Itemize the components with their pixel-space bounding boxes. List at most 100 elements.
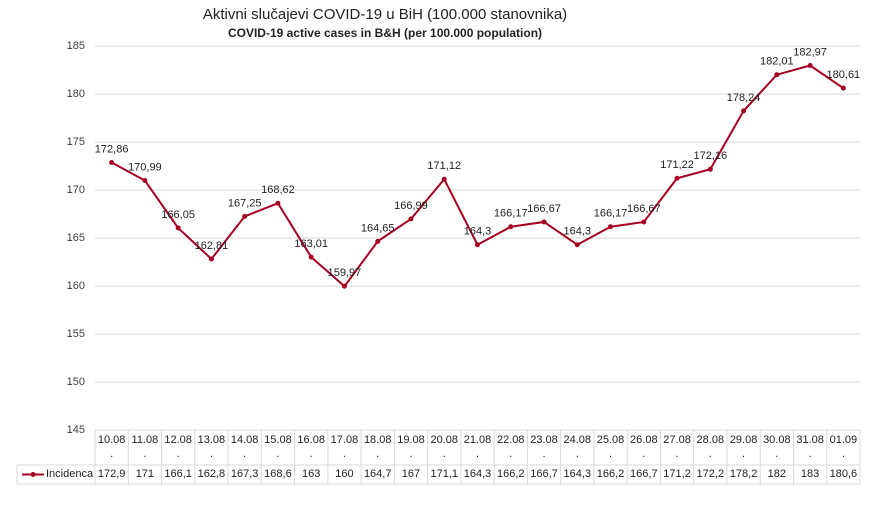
y-tick-label: 155 bbox=[67, 328, 85, 340]
table-value: 167 bbox=[401, 468, 421, 480]
data-label: 182,97 bbox=[793, 46, 827, 58]
table-value: 178,2 bbox=[729, 468, 758, 480]
point bbox=[441, 176, 447, 182]
data-label: 172,86 bbox=[95, 143, 129, 155]
point bbox=[375, 238, 381, 244]
data-label: 164,3 bbox=[564, 226, 592, 238]
y-tick-label: 170 bbox=[67, 184, 85, 196]
point bbox=[275, 200, 281, 206]
table-value: 180,6 bbox=[829, 468, 858, 480]
table-value: 162,8 bbox=[197, 468, 226, 480]
x-tick-label: 21.08 . bbox=[463, 434, 492, 460]
y-tick-label: 160 bbox=[67, 280, 85, 292]
y-tick-label: 150 bbox=[67, 376, 85, 388]
x-tick-label: 24.08 . bbox=[563, 434, 592, 460]
data-label: 166,67 bbox=[627, 203, 661, 215]
table-value: 164,7 bbox=[363, 468, 392, 480]
table-value: 171 bbox=[135, 468, 155, 480]
table-value: 160 bbox=[335, 468, 354, 480]
y-tick-label: 165 bbox=[67, 232, 85, 244]
data-label: 163,01 bbox=[294, 238, 328, 250]
x-tick-label: 19.08 . bbox=[397, 434, 425, 460]
data-label: 166,05 bbox=[161, 209, 195, 221]
legend-marker bbox=[30, 472, 36, 477]
table-value: 164,3 bbox=[463, 468, 492, 480]
legend-label: Incidenca bbox=[46, 468, 94, 480]
data-label: 159,97 bbox=[328, 267, 362, 279]
x-tick-label: 30.08 . bbox=[763, 434, 791, 460]
x-tick-label: 11.08 . bbox=[131, 434, 159, 460]
point bbox=[175, 225, 181, 231]
point bbox=[541, 219, 547, 225]
table-value: 164,3 bbox=[563, 468, 592, 480]
data-label: 168,62 bbox=[261, 184, 295, 196]
y-tick-label: 185 bbox=[67, 40, 85, 52]
data-label: 167,25 bbox=[228, 197, 262, 209]
x-tick-label: 27.08 . bbox=[663, 434, 691, 460]
x-tick-label: 20.08 . bbox=[430, 434, 458, 460]
table-value: 172,9 bbox=[97, 468, 126, 480]
data-label: 170,99 bbox=[128, 161, 162, 173]
point bbox=[475, 242, 480, 248]
x-tick-label: 13.08 . bbox=[197, 434, 226, 460]
data-label: 171,22 bbox=[660, 159, 694, 171]
table-value: 171,2 bbox=[663, 468, 691, 480]
data-label: 172,16 bbox=[693, 150, 727, 162]
point bbox=[408, 216, 414, 222]
point bbox=[641, 219, 647, 225]
point bbox=[508, 224, 514, 230]
table-value: 166,2 bbox=[596, 468, 625, 480]
x-tick-label: 28.08 . bbox=[696, 434, 725, 460]
table-value: 168,6 bbox=[264, 468, 292, 480]
y-tick-label: 145 bbox=[67, 424, 85, 436]
table-value: 172,2 bbox=[696, 468, 725, 480]
table-value: 166,2 bbox=[496, 468, 525, 480]
table-value: 163 bbox=[302, 468, 321, 480]
point bbox=[308, 254, 314, 260]
chart-title: Aktivni slučajevi COVID-19 u BiH (100.00… bbox=[203, 6, 567, 23]
data-label: 178,24 bbox=[727, 92, 761, 104]
x-tick-label: 12.08 . bbox=[164, 434, 192, 460]
point bbox=[774, 72, 780, 78]
x-tick-label: 14.08 . bbox=[230, 434, 259, 460]
point bbox=[208, 256, 214, 262]
point bbox=[674, 175, 680, 181]
x-tick-label: 26.08 . bbox=[630, 434, 658, 460]
x-tick-label: 22.08 . bbox=[496, 434, 525, 460]
chart-subtitle: COVID-19 active cases in B&H (per 100.00… bbox=[228, 26, 542, 40]
x-tick-label: 10.08 . bbox=[97, 434, 126, 460]
x-tick-label: 31.08 . bbox=[796, 434, 824, 460]
point bbox=[341, 283, 347, 289]
point bbox=[109, 160, 115, 166]
x-tick-label: 25.08 . bbox=[596, 434, 625, 460]
point bbox=[807, 62, 813, 68]
data-label: 182,01 bbox=[760, 56, 794, 68]
data-label: 166,17 bbox=[594, 208, 628, 220]
data-label: 166,67 bbox=[527, 203, 561, 215]
point bbox=[741, 108, 747, 114]
data-label: 164,3 bbox=[464, 226, 492, 238]
data-label: 166,99 bbox=[394, 200, 428, 212]
table-value: 167,3 bbox=[230, 468, 259, 480]
data-label: 166,17 bbox=[494, 208, 528, 220]
table-value: 166,7 bbox=[630, 468, 658, 480]
x-tick-label: 23.08 . bbox=[530, 434, 558, 460]
x-tick-label: 29.08 . bbox=[729, 434, 758, 460]
table-value: 166,1 bbox=[164, 468, 192, 480]
point bbox=[142, 177, 148, 183]
table-value: 166,7 bbox=[530, 468, 558, 480]
point bbox=[608, 224, 614, 230]
table-value: 171,1 bbox=[430, 468, 458, 480]
x-tick-label: 18.08 . bbox=[363, 434, 392, 460]
x-tick-label: 01.09 . bbox=[829, 434, 858, 460]
data-label: 162,81 bbox=[195, 240, 229, 252]
x-tick-label: 16.08 . bbox=[297, 434, 325, 460]
y-tick-label: 175 bbox=[67, 136, 85, 148]
x-tick-label: 15.08 . bbox=[264, 434, 292, 460]
table-value: 182 bbox=[767, 468, 786, 480]
point bbox=[242, 213, 248, 219]
data-label: 171,12 bbox=[427, 160, 461, 172]
y-tick-label: 180 bbox=[67, 88, 85, 100]
point bbox=[840, 85, 846, 91]
